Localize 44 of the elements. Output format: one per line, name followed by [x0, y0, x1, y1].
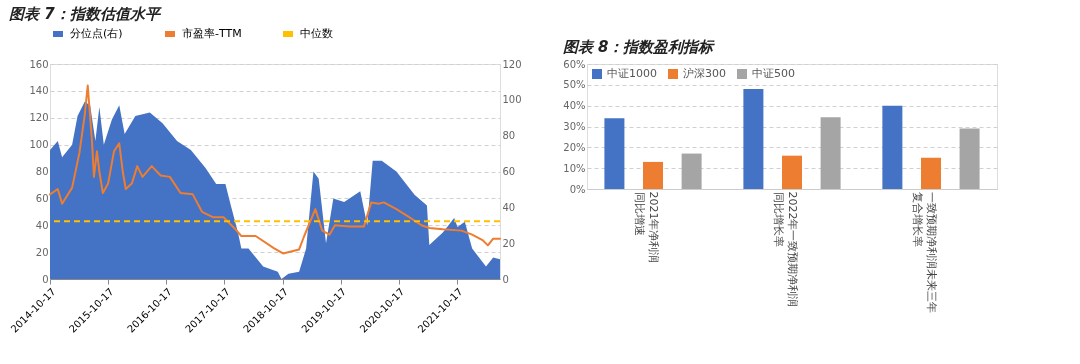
y2-tick-label: 0	[502, 273, 509, 285]
y-tick-label: 160	[29, 58, 49, 70]
y-tick-label: 60	[35, 192, 49, 204]
y-tick-label: 100	[29, 139, 49, 151]
y2-tick-label: 40	[502, 201, 516, 213]
y-tick-label: 40%	[563, 100, 586, 112]
y-tick-label: 0%	[569, 183, 586, 195]
bar	[604, 118, 625, 189]
bar	[820, 117, 841, 189]
chart-title: 图表 7：指数估值水平	[8, 5, 162, 23]
legend-label: 分位点(右)	[70, 27, 123, 40]
y-tick-label: 0	[42, 273, 49, 285]
bar	[920, 157, 941, 189]
bar	[643, 161, 664, 189]
bar	[959, 128, 980, 189]
y-tick-label: 30%	[563, 121, 586, 132]
legend-label: 中证1000	[607, 67, 657, 80]
y2-tick-label: 20	[502, 237, 516, 249]
line-series	[49, 84, 501, 255]
chart-title: 图表 8：指数盈利指标	[562, 38, 716, 56]
y-tick-label: 40	[35, 219, 49, 231]
y-tick-label: 50%	[563, 79, 586, 91]
y2-tick-label: 80	[502, 130, 516, 142]
legend-label: 中位数	[300, 27, 333, 40]
y-tick-label: 80	[35, 166, 49, 177]
legend-label: 市盈率-TTM	[182, 27, 242, 40]
y-tick-label: 60%	[563, 58, 586, 70]
bar	[882, 105, 903, 189]
y-tick-label: 20%	[563, 141, 586, 153]
x-tick-label: 一致预期净利润未来三年复合增长率	[910, 191, 938, 313]
y-tick-label: 140	[29, 85, 49, 97]
bar	[743, 89, 764, 189]
y-tick-label: 20	[35, 246, 49, 258]
legend-label: 沪深300	[683, 67, 726, 80]
bar	[782, 155, 802, 189]
y-tick-label: 120	[29, 112, 49, 124]
y2-tick-label: 60	[502, 166, 516, 177]
x-tick-label: 2021年净利润同比增速	[633, 191, 661, 264]
y2-tick-label: 100	[502, 94, 522, 106]
legend-label: 中证500	[752, 67, 795, 80]
y-tick-label: 10%	[563, 162, 586, 174]
y2-tick-label: 120	[502, 58, 522, 70]
x-tick-label: 2022年一致预期净利润同比增长率	[772, 191, 799, 308]
bar	[681, 153, 702, 189]
